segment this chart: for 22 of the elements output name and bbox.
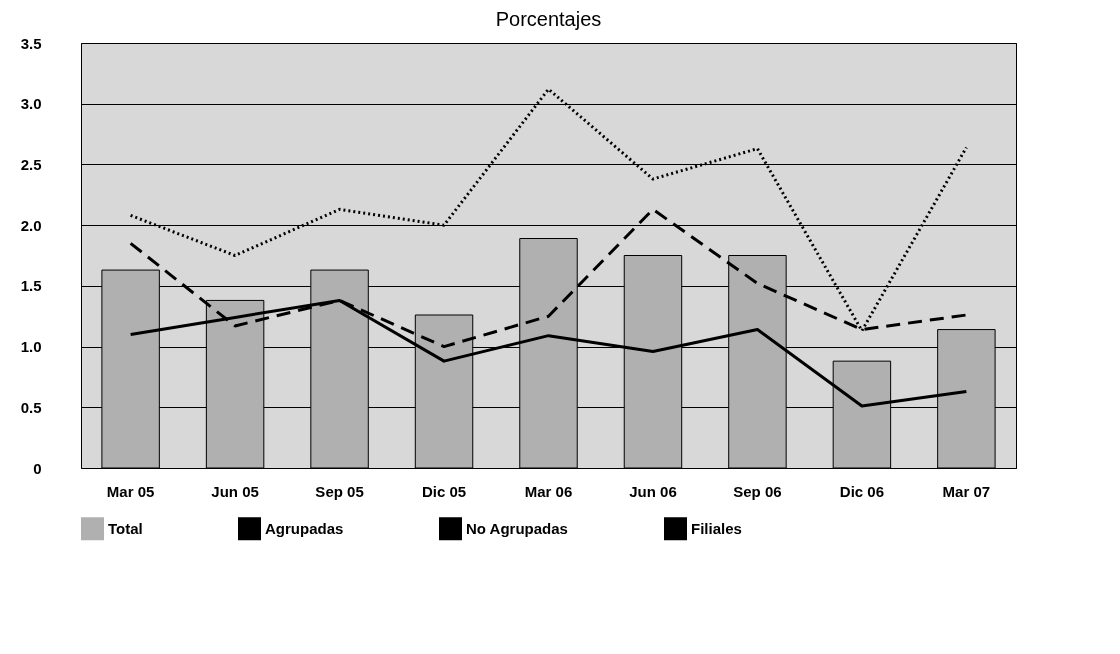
x-tick-label: Dic 06 — [839, 482, 885, 500]
y-tick-label: 1.5 — [20, 277, 42, 295]
x-tick-label: Mar 05 — [106, 482, 155, 500]
y-tick-label: 1.0 — [20, 338, 42, 356]
y-tick-label: 2.0 — [20, 216, 42, 234]
y-tick-label: 2.5 — [20, 155, 42, 173]
x-tick-label: Mar 07 — [942, 482, 991, 500]
legend-label: No Agrupadas — [466, 519, 568, 537]
x-tick-label: Dic 05 — [421, 482, 467, 500]
x-tick-label: Jun 05 — [211, 482, 259, 500]
y-tick-label: 3.5 — [20, 34, 42, 52]
x-tick-label: Jun 06 — [629, 482, 677, 500]
x-tick-label: Sep 05 — [315, 482, 364, 500]
x-tick-label: Sep 06 — [733, 482, 782, 500]
legend-label: Filiales — [691, 519, 742, 537]
y-tick-label: 0.5 — [20, 398, 42, 416]
y-tick-label: 0 — [33, 459, 42, 477]
legend-label: Total — [108, 519, 143, 537]
x-tick-label: Mar 06 — [524, 482, 573, 500]
chart-title: Porcentajes — [495, 8, 602, 30]
legend-label: Agrupadas — [265, 519, 344, 537]
y-tick-label: 3.0 — [20, 95, 42, 113]
